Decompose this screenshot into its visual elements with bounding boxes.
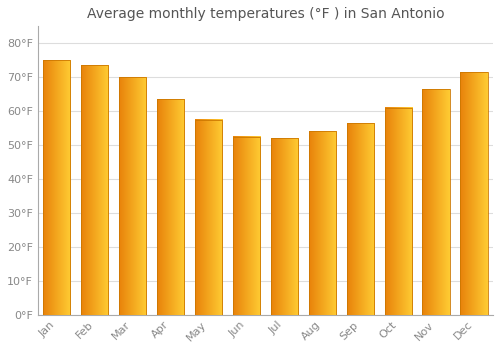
Bar [119,77,146,315]
Bar [81,65,108,315]
Title: Average monthly temperatures (°F ) in San Antonio: Average monthly temperatures (°F ) in Sa… [86,7,444,21]
Bar [157,99,184,315]
Bar [422,89,450,315]
Bar [270,138,298,315]
Bar [460,72,487,315]
Bar [346,123,374,315]
Bar [233,136,260,315]
Bar [43,60,70,315]
Bar [384,108,412,315]
Bar [308,132,336,315]
Bar [195,120,222,315]
